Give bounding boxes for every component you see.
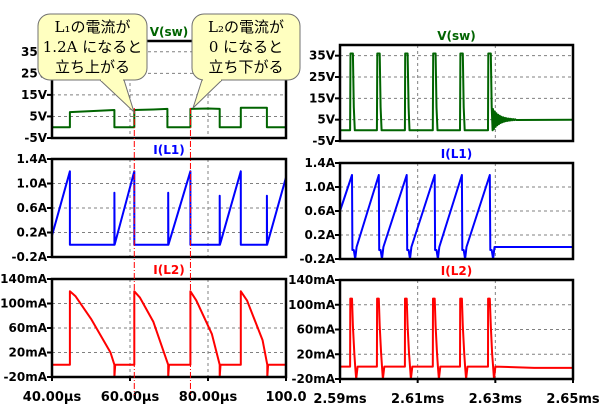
callout-text-line: 立ち下がる xyxy=(208,58,283,76)
x-tick-label: 2.59ms xyxy=(313,392,367,407)
plot-frame xyxy=(50,39,288,140)
y-tick-label: 60mA xyxy=(9,321,48,335)
plot-area xyxy=(340,45,573,141)
y-tick-label: 0.6A xyxy=(16,201,47,215)
callout-text-line: 0 になると xyxy=(209,38,283,56)
x-tick-label: 80.00µs xyxy=(179,390,238,405)
plot-frame xyxy=(338,278,575,381)
x-tick-label: 40.00µs xyxy=(23,390,82,405)
callout-text-line: L₂の電流が xyxy=(208,18,284,36)
series-line-il2 xyxy=(340,297,573,380)
series-line-il1 xyxy=(51,170,287,246)
y-tick-label: -5V xyxy=(24,131,47,145)
series-line-il1 xyxy=(339,174,573,260)
y-tick-label: 0.6A xyxy=(304,204,335,218)
y-tick-label: 35V xyxy=(309,49,336,63)
y-tick-label: 0.2A xyxy=(304,228,335,242)
y-tick-label: 100mA xyxy=(0,297,48,311)
callout-text-line: 1.2A になると xyxy=(43,38,142,56)
y-tick-label: 20mA xyxy=(297,347,336,361)
callout-text-line: L₁の電流が xyxy=(55,18,131,36)
trace-title: V(sw) xyxy=(437,29,475,43)
y-tick-label: 100mA xyxy=(288,298,336,312)
y-tick-label: -20mA xyxy=(292,372,336,386)
series-line-vsw xyxy=(52,106,286,129)
callout-box xyxy=(191,13,301,81)
y-tick-label: 1.0A xyxy=(304,180,335,194)
callout-text-line: 立ち上がる xyxy=(55,58,130,76)
x-tick-label: 2.61ms xyxy=(391,392,445,407)
x-tick-label: 2.63ms xyxy=(469,392,523,407)
y-tick-label: -0.2A xyxy=(299,252,335,266)
trace-title: I(L1) xyxy=(153,143,184,157)
plot-frame xyxy=(338,161,575,261)
y-tick-label: 15V xyxy=(21,88,48,102)
series-line-il2 xyxy=(52,290,286,378)
x-tick-label: 2.65ms xyxy=(546,392,600,407)
y-tick-label: 25V xyxy=(309,70,336,84)
panel-right-bot: 140mA 100mA 60mA 20mA -20mA 2.59ms 2.61ms 2.63m… xyxy=(288,264,600,407)
y-tick-label: -5V xyxy=(312,134,335,148)
trace-title: I(L2) xyxy=(441,264,472,278)
panel-left-mid: 1.4A 1.0A 0.6A 0.2A -0.2A I(L1) xyxy=(11,143,288,264)
y-tick-label: 5V xyxy=(317,113,335,127)
x-tick-label: 100.0 xyxy=(265,390,306,405)
panel-right-top: 35V 25V 15V 5V -5V V(sw) xyxy=(309,29,575,148)
x-tick-label: 60.00µs xyxy=(101,390,160,405)
y-tick-label: 1.4A xyxy=(16,152,47,166)
y-tick-label: 0.2A xyxy=(16,226,47,240)
y-tick-label: 1.4A xyxy=(304,156,335,170)
y-tick-label: 20mA xyxy=(9,346,48,360)
series-line-vsw xyxy=(340,52,574,132)
plot-frame xyxy=(50,157,288,259)
y-tick-label: 5V xyxy=(29,109,47,123)
trace-title: I(L2) xyxy=(153,263,184,277)
trace-title: I(L1) xyxy=(441,147,472,161)
callout-box xyxy=(37,13,148,81)
panel-left-bot: 140mA 100mA 60mA 20mA -20mA 40.00µs 60.00µs 80.… xyxy=(0,263,306,405)
y-tick-label: 140mA xyxy=(288,273,336,287)
plot-frame xyxy=(338,43,575,143)
y-tick-label: -20mA xyxy=(4,370,48,384)
plot-frame xyxy=(50,277,288,379)
y-tick-label: 1.0A xyxy=(16,177,47,191)
y-tick-label: -0.2A xyxy=(11,250,47,264)
y-tick-label: 15V xyxy=(309,91,336,105)
trace-title: V(sw) xyxy=(150,25,188,39)
panel-right-mid: 1.4A 1.0A 0.6A 0.2A -0.2A I(L1) xyxy=(299,147,575,266)
y-tick-label: 60mA xyxy=(297,323,336,337)
y-tick-label: 140mA xyxy=(0,272,48,286)
